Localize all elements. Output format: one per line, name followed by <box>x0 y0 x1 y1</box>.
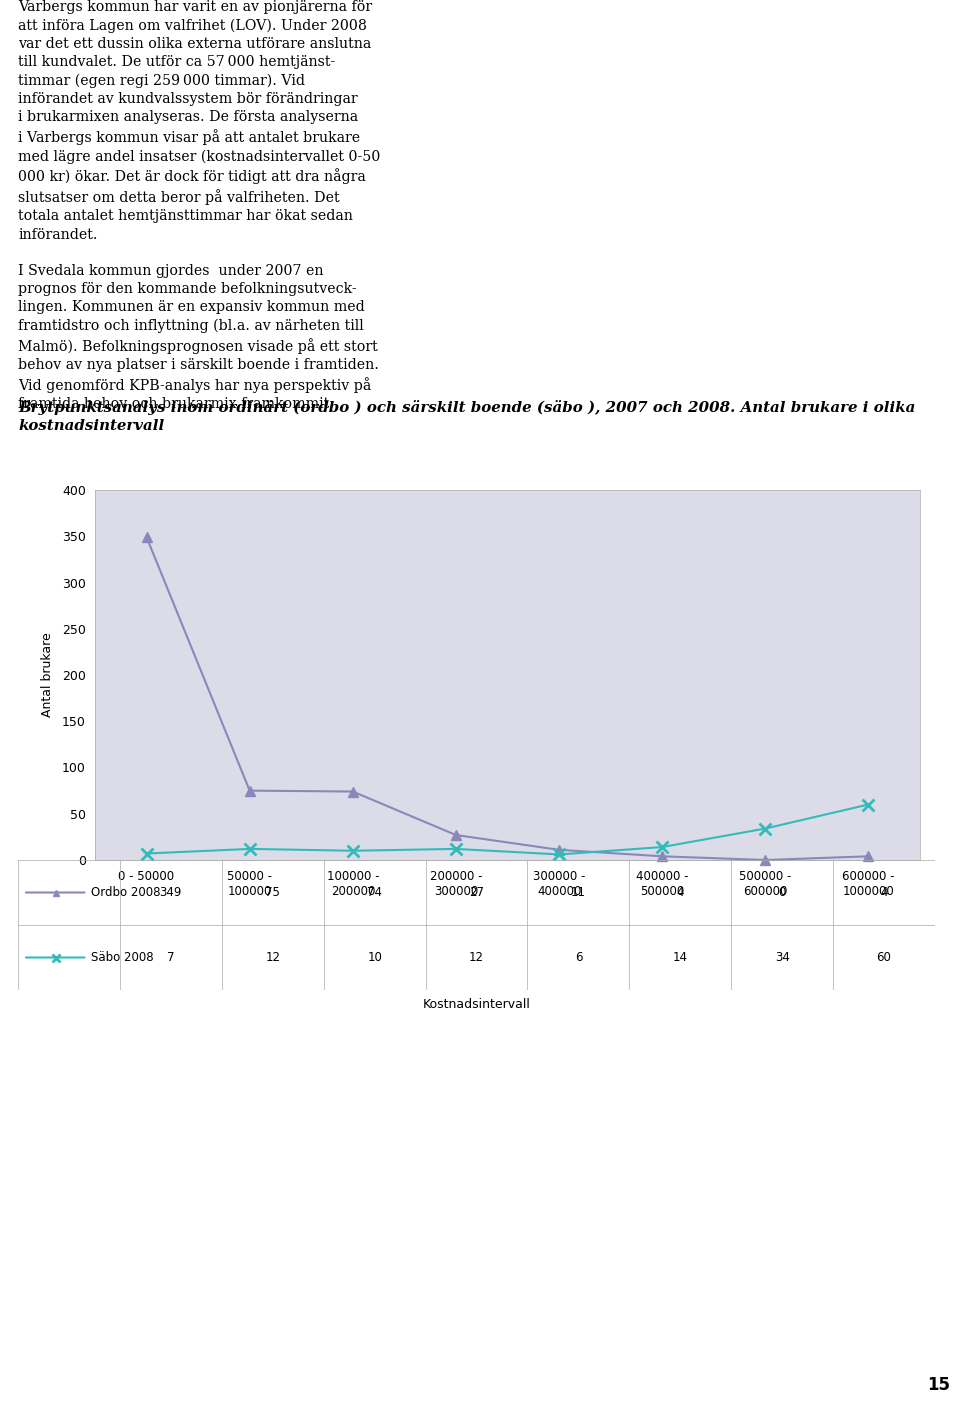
Text: 4: 4 <box>677 885 684 899</box>
Text: 60: 60 <box>876 952 892 964</box>
Text: 75: 75 <box>265 885 280 899</box>
Text: 349: 349 <box>159 885 182 899</box>
Text: 74: 74 <box>367 885 382 899</box>
Text: 15: 15 <box>927 1377 950 1394</box>
Text: 11: 11 <box>571 885 586 899</box>
Text: 0: 0 <box>779 885 786 899</box>
Text: 12: 12 <box>469 952 484 964</box>
Y-axis label: Antal brukare: Antal brukare <box>40 633 54 717</box>
Text: Kostnadsintervall: Kostnadsintervall <box>422 998 531 1011</box>
Text: Varbergs kommun har varit en av pionjärerna för
att införa Lagen om valfrihet (L: Varbergs kommun har varit en av pionjäre… <box>18 0 380 411</box>
Text: 7: 7 <box>167 952 175 964</box>
Text: 4: 4 <box>880 885 888 899</box>
Text: 6: 6 <box>575 952 582 964</box>
Text: 27: 27 <box>469 885 484 899</box>
Text: 14: 14 <box>673 952 687 964</box>
Text: 10: 10 <box>367 952 382 964</box>
Text: 12: 12 <box>265 952 280 964</box>
Text: Brytpunktsanalys inom ordinärt (ordbo ) och särskilt boende (säbo ), 2007 och 20: Brytpunktsanalys inom ordinärt (ordbo ) … <box>18 400 916 433</box>
Text: 34: 34 <box>775 952 790 964</box>
Text: Säbo 2008: Säbo 2008 <box>91 952 154 964</box>
Text: Ordbo 2008: Ordbo 2008 <box>91 885 161 899</box>
